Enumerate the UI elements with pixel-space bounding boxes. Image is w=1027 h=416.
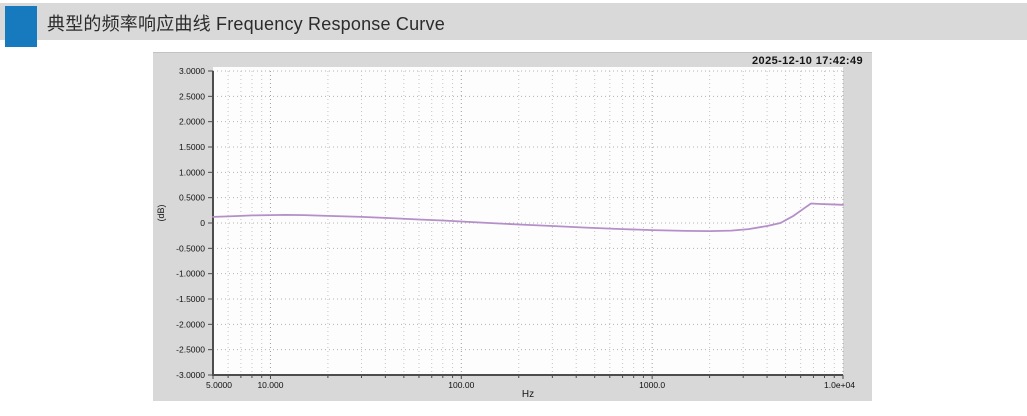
svg-text:10.000: 10.000 — [257, 380, 283, 390]
svg-text:3.0000: 3.0000 — [179, 66, 205, 76]
svg-text:0: 0 — [200, 218, 205, 228]
frequency-response-chart: 3.0000 2.5000 2.0000 1.5000 1.0000 0.5000 0 -0.… — [176, 66, 855, 390]
svg-text:100.00: 100.00 — [448, 380, 474, 390]
page-title: 典型的频率响应曲线 Frequency Response Curve — [47, 14, 445, 34]
chart-panel: 3.0000 2.5000 2.0000 1.5000 1.0000 0.5000 0 -0.… — [153, 52, 872, 401]
svg-text:-3.0000: -3.0000 — [176, 370, 205, 380]
y-axis-unit-label: (dB) — [156, 204, 166, 222]
svg-text:-0.5000: -0.5000 — [176, 243, 205, 253]
chart-timestamp: 2025-12-10 17:42:49 — [752, 55, 863, 67]
svg-text:-2.5000: -2.5000 — [176, 345, 205, 355]
svg-text:5.0000: 5.0000 — [206, 380, 232, 390]
svg-text:0.5000: 0.5000 — [179, 193, 205, 203]
svg-text:1000.0: 1000.0 — [639, 380, 665, 390]
svg-text:1.5000: 1.5000 — [179, 142, 205, 152]
header-bar: 典型的频率响应曲线 Frequency Response Curve — [0, 3, 1027, 47]
svg-text:2.0000: 2.0000 — [179, 117, 205, 127]
svg-text:-2.0000: -2.0000 — [176, 319, 205, 329]
svg-text:1.0e+04: 1.0e+04 — [824, 380, 855, 390]
x-axis-unit-label: Hz — [521, 389, 535, 400]
svg-text:-1.5000: -1.5000 — [176, 294, 205, 304]
svg-text:2.5000: 2.5000 — [179, 91, 205, 101]
svg-text:1.0000: 1.0000 — [179, 167, 205, 177]
header-accent-square — [5, 6, 37, 47]
svg-text:-1.0000: -1.0000 — [176, 269, 205, 279]
